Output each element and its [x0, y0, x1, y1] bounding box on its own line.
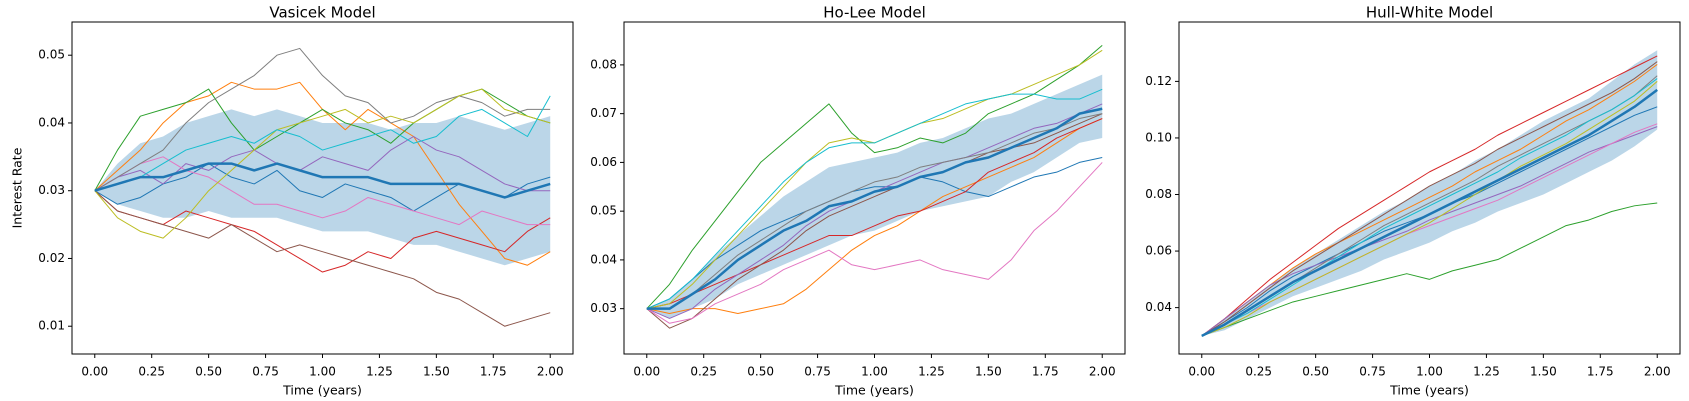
y-tick-label: 0.04: [590, 252, 617, 266]
x-tick-label: 0.75: [804, 365, 831, 379]
y-tick-label: 0.04: [38, 115, 65, 129]
chart-title: Hull-White Model: [1366, 4, 1493, 22]
path-line: [646, 118, 1103, 310]
std-band: [1201, 50, 1658, 336]
x-tick-label: 0.25: [690, 365, 717, 379]
x-tick-label: 2.00: [1644, 365, 1671, 379]
chart-title: Vasicek Model: [269, 4, 375, 22]
x-tick-label: 1.25: [1473, 365, 1500, 379]
x-axis-label: Time (years): [282, 383, 362, 398]
y-tick-label: 0.05: [38, 48, 65, 62]
x-tick-label: 0.50: [1302, 365, 1329, 379]
x-tick-label: 1.25: [918, 365, 945, 379]
x-axis-label: Time (years): [1389, 383, 1469, 398]
y-tick-label: 0.03: [38, 183, 65, 197]
x-tick-label: 1.00: [861, 365, 888, 379]
x-tick-label: 0.25: [1245, 365, 1272, 379]
x-tick-label: 0.50: [195, 365, 222, 379]
path-line: [94, 88, 551, 239]
plot-area: [646, 45, 1103, 329]
path-line: [94, 136, 551, 192]
subplot: 0.00 0.25 0.50 0.75 1.00 1.25 1.50 1.75 2.00 0.03…: [590, 4, 1126, 398]
x-tick-label: 1.75: [1032, 365, 1059, 379]
path-line: [646, 45, 1103, 310]
y-tick-label: 0.06: [590, 155, 617, 169]
path-line: [1201, 55, 1658, 337]
y-tick-label: 0.08: [590, 57, 617, 71]
x-tick-label: 1.75: [1587, 365, 1614, 379]
x-tick-label: 0.00: [1188, 365, 1215, 379]
y-tick-label: 0.02: [38, 251, 65, 265]
x-tick-label: 0.00: [633, 365, 660, 379]
y-tick-label: 0.01: [38, 319, 65, 333]
path-line: [1201, 61, 1658, 337]
x-tick-label: 0.00: [81, 365, 108, 379]
y-tick-label: 0.05: [590, 204, 617, 218]
path-line: [646, 118, 1103, 315]
plot-area: [1201, 50, 1658, 338]
chart-title: Ho-Lee Model: [823, 4, 926, 22]
path-line: [1201, 81, 1658, 337]
path-line: [1201, 126, 1658, 337]
path-line: [94, 95, 551, 192]
x-tick-label: 0.75: [252, 365, 279, 379]
mean-line: [1201, 88, 1658, 338]
x-tick-label: 0.25: [138, 365, 165, 379]
x-tick-label: 2.00: [537, 365, 564, 379]
path-line: [1201, 202, 1658, 337]
path-line: [1201, 78, 1658, 337]
x-tick-label: 1.25: [366, 365, 393, 379]
mean-line: [94, 162, 551, 199]
std-band: [94, 109, 551, 266]
y-tick-label: 0.12: [1145, 74, 1172, 88]
x-axis-label: Time (years): [834, 383, 914, 398]
path-line: [94, 190, 551, 273]
y-tick-label: 0.03: [590, 301, 617, 315]
path-line: [646, 157, 1103, 310]
path-line: [1201, 64, 1658, 337]
x-tick-label: 1.00: [1416, 365, 1443, 379]
path-line: [646, 88, 1103, 310]
y-tick-label: 0.08: [1145, 187, 1172, 201]
path-line: [94, 156, 551, 226]
x-tick-label: 1.50: [423, 365, 450, 379]
x-tick-label: 0.75: [1359, 365, 1386, 379]
mean-line: [646, 107, 1103, 310]
y-axis-label: Interest Rate: [10, 147, 25, 228]
subplot: 0.00 0.25 0.50 0.75 1.00 1.25 1.50 1.75 2.00 0.01…: [10, 4, 574, 398]
path-line: [94, 47, 551, 192]
subplot: 0.00 0.25 0.50 0.75 1.00 1.25 1.50 1.75 2.00 0.04…: [1145, 4, 1681, 398]
x-tick-label: 1.50: [1530, 365, 1557, 379]
y-tick-label: 0.07: [590, 106, 617, 120]
path-line: [646, 113, 1103, 310]
y-tick-label: 0.10: [1145, 130, 1172, 144]
x-tick-label: 2.00: [1089, 365, 1116, 379]
x-tick-label: 1.75: [480, 365, 507, 379]
x-tick-label: 0.50: [747, 365, 774, 379]
y-tick-label: 0.04: [1145, 300, 1172, 314]
x-tick-label: 1.00: [309, 365, 336, 379]
y-tick-label: 0.06: [1145, 244, 1172, 258]
x-tick-label: 1.50: [975, 365, 1002, 379]
path-line: [94, 190, 551, 327]
path-line: [646, 113, 1103, 329]
plot-area: [94, 47, 551, 327]
path-line: [646, 162, 1103, 324]
